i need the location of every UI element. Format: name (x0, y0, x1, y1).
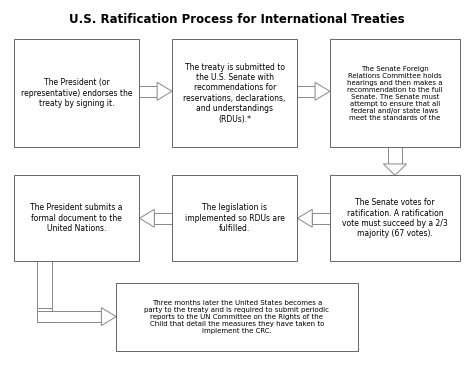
FancyBboxPatch shape (172, 39, 297, 147)
Polygon shape (297, 209, 312, 227)
FancyBboxPatch shape (14, 39, 139, 147)
Polygon shape (157, 82, 172, 100)
Polygon shape (297, 85, 315, 97)
Text: The President (or
representative) endorses the
treaty by signing it.: The President (or representative) endors… (21, 78, 133, 108)
Polygon shape (312, 212, 330, 224)
Text: U.S. Ratification Process for International Treaties: U.S. Ratification Process for Internatio… (69, 12, 405, 26)
Polygon shape (37, 308, 52, 322)
Text: The legislation is
implemented so RDUs are
fulfilled.: The legislation is implemented so RDUs a… (185, 203, 284, 233)
Polygon shape (101, 308, 116, 326)
Polygon shape (37, 311, 101, 322)
Polygon shape (388, 147, 402, 164)
Text: The President submits a
formal document to the
United Nations.: The President submits a formal document … (30, 203, 123, 233)
FancyBboxPatch shape (14, 175, 139, 261)
Polygon shape (139, 85, 157, 97)
FancyBboxPatch shape (330, 39, 460, 147)
Polygon shape (37, 261, 52, 308)
FancyBboxPatch shape (116, 283, 358, 351)
Text: The treaty is submitted to
the U.S. Senate with
recommendations for
reservations: The treaty is submitted to the U.S. Sena… (183, 62, 286, 124)
FancyBboxPatch shape (172, 175, 297, 261)
Text: The Senate Foreign
Relations Committee holds
hearings and then makes a
recommend: The Senate Foreign Relations Committee h… (347, 66, 443, 120)
Text: Three months later the United States becomes a
party to the treaty and is requir: Three months later the United States bec… (145, 300, 329, 334)
Polygon shape (383, 164, 407, 175)
FancyBboxPatch shape (330, 175, 460, 261)
Text: The Senate votes for
ratification. A ratification
vote must succeed by a 2/3
maj: The Senate votes for ratification. A rat… (342, 198, 448, 238)
Polygon shape (139, 209, 155, 227)
Polygon shape (155, 212, 172, 224)
Polygon shape (315, 82, 330, 100)
